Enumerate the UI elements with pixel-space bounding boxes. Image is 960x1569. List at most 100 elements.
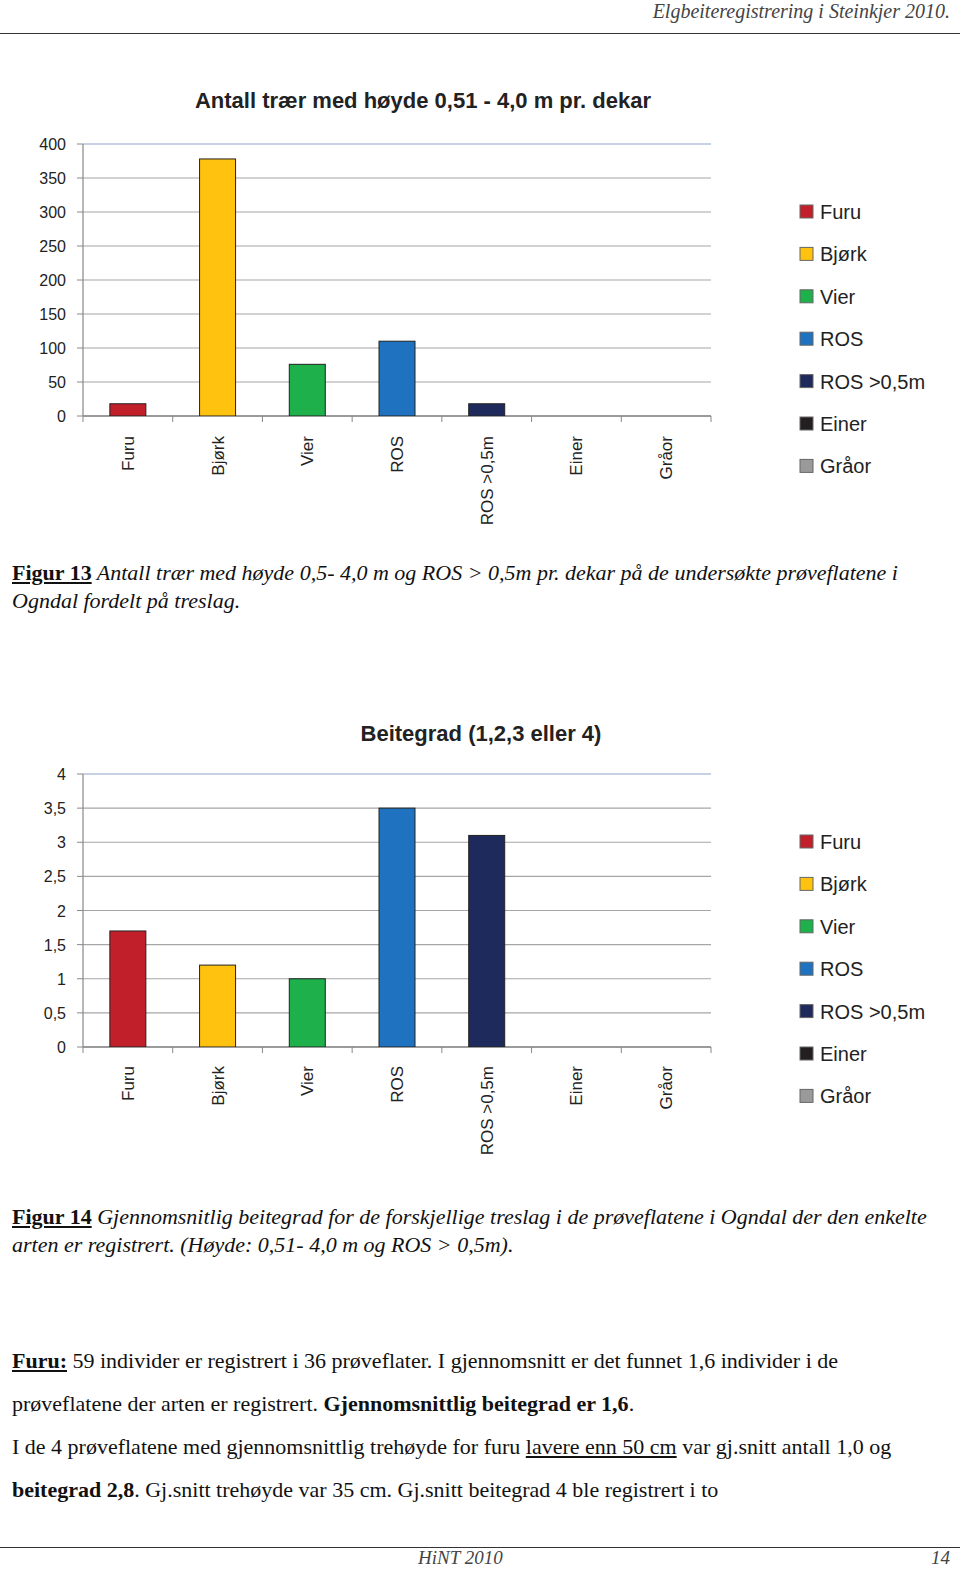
category-tick	[172, 416, 173, 422]
category-tick	[531, 416, 532, 422]
paragraph-text: . Gj.snitt trehøyde var 35 cm. Gj.snitt …	[134, 1477, 718, 1502]
tick-label: 4	[57, 766, 66, 783]
category-tick	[531, 1047, 532, 1053]
tick-label: 350	[39, 170, 66, 187]
paragraph: Furu: 59 individer er registrert i 36 pr…	[12, 1339, 952, 1425]
tick-label: 1,5	[44, 937, 66, 954]
legend-label: ROS	[820, 328, 863, 350]
legend-swatch	[800, 1089, 813, 1102]
tick-mark	[77, 842, 83, 843]
legend-swatch	[800, 962, 813, 975]
tick-mark	[77, 978, 83, 979]
tick-mark	[77, 416, 83, 417]
bar	[379, 341, 415, 416]
paragraph-text: lavere enn 50 cm	[526, 1434, 677, 1459]
bar	[648, 416, 684, 417]
paragraph-text: .	[629, 1391, 635, 1416]
category-tick	[711, 1047, 712, 1053]
tick-mark	[77, 178, 83, 179]
bar	[379, 808, 415, 1047]
category-label: Furu	[119, 1066, 138, 1101]
bar	[110, 931, 146, 1047]
tick-label: 2	[57, 903, 66, 920]
tick-mark	[77, 876, 83, 877]
tick-mark	[77, 280, 83, 281]
legend-label: Gråor	[820, 1085, 871, 1107]
category-label: Einer	[567, 1066, 586, 1106]
tick-mark	[77, 1012, 83, 1013]
category-label: Vier	[298, 436, 317, 466]
category-tick	[83, 1047, 84, 1053]
grid-line	[83, 211, 711, 212]
paragraph: I de 4 prøveflatene med gjennomsnittlig …	[12, 1425, 952, 1511]
tick-mark	[77, 774, 83, 775]
grid-line	[83, 143, 711, 144]
legend-swatch	[800, 920, 813, 933]
bars	[110, 808, 505, 1047]
caption-label: Figur 14	[12, 1204, 92, 1229]
bar	[469, 835, 505, 1047]
y-axis	[82, 774, 83, 1047]
y-axis	[82, 144, 83, 416]
category-tick	[441, 416, 442, 422]
tick-label: 0	[57, 408, 66, 425]
footer-left: HiNT 2010	[418, 1547, 503, 1568]
chart-title: Beitegrad (1,2,3 eller 4)	[361, 721, 602, 746]
paragraph-text: var gj.snitt antall 1,0 og	[677, 1434, 891, 1459]
page-number: 14	[931, 1547, 950, 1568]
bar	[558, 416, 594, 417]
legend-swatch	[800, 247, 813, 260]
category-label: Furu	[119, 436, 138, 471]
legend-label: Vier	[820, 286, 856, 308]
paragraph-text: I de 4 prøveflatene med gjennomsnittlig …	[12, 1434, 526, 1459]
tick-mark	[77, 144, 83, 145]
legend-swatch	[800, 290, 813, 303]
grid-line	[83, 177, 711, 178]
tick-label: 3	[57, 834, 66, 851]
legend-swatch	[800, 417, 813, 430]
tick-label: 300	[39, 204, 66, 221]
page-svg: Antall trær med høyde 0,51 - 4,0 m pr. d…	[0, 0, 960, 1569]
category-tick	[711, 416, 712, 422]
category-label: ROS	[388, 1066, 407, 1103]
legend-swatch	[800, 877, 813, 890]
header: Elgbeiteregistrering i Steinkjer 2010.	[653, 0, 950, 23]
legend-swatch	[800, 1005, 813, 1018]
header-rule	[0, 33, 960, 34]
chart-title: Antall trær med høyde 0,51 - 4,0 m pr. d…	[195, 88, 651, 113]
caption-text: Gjennomsnitlig beitegrad for de forskjel…	[12, 1204, 927, 1257]
tick-label: 150	[39, 306, 66, 323]
tick-label: 1	[57, 971, 66, 988]
tick-label: 250	[39, 238, 66, 255]
legend-label: ROS >0,5m	[820, 1001, 925, 1023]
tick-label: 100	[39, 340, 66, 357]
caption: Figur 13 Antall trær med høyde 0,5- 4,0 …	[12, 559, 947, 615]
bar	[469, 404, 505, 416]
tick-label: 2,5	[44, 868, 66, 885]
grid-line	[83, 313, 711, 314]
legend-label: Furu	[820, 201, 861, 223]
tick-mark	[77, 808, 83, 809]
tick-mark	[77, 1047, 83, 1048]
category-label: Gråor	[657, 1066, 676, 1110]
category-label: Bjørk	[209, 1066, 228, 1106]
legend-swatch	[800, 205, 813, 218]
category-label: ROS	[388, 436, 407, 473]
legend-swatch	[800, 1047, 813, 1060]
paragraph-text: beitegrad 2,8	[12, 1477, 134, 1502]
chart: Antall trær med høyde 0,51 - 4,0 m pr. d…	[39, 88, 925, 525]
legend-label: Furu	[820, 831, 861, 853]
tick-mark	[77, 314, 83, 315]
tick-mark	[77, 944, 83, 945]
tick-label: 50	[48, 374, 66, 391]
category-tick	[352, 1047, 353, 1053]
category-label: Bjørk	[209, 436, 228, 476]
category-tick	[262, 416, 263, 422]
legend-label: Vier	[820, 916, 856, 938]
category-tick	[83, 416, 84, 422]
paragraph-text: Furu:	[12, 1348, 67, 1373]
legend-swatch	[800, 459, 813, 472]
legend-label: ROS >0,5m	[820, 371, 925, 393]
caption-text: Antall trær med høyde 0,5- 4,0 m og ROS …	[12, 560, 898, 613]
paragraph-text: Gjennomsnittlig beitegrad er 1,6	[324, 1391, 629, 1416]
